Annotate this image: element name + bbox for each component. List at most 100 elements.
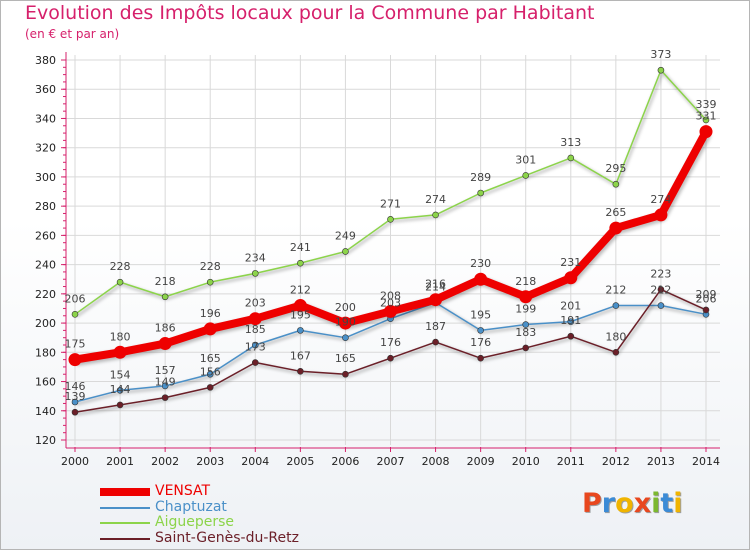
data-label-aigueperse: 206 [65,292,86,305]
point-vensat [609,221,623,235]
legend-item: VENSAT [100,483,360,499]
x-tick-label: 2008 [422,455,450,468]
point-saint-gen-s-du-retz [297,368,304,375]
point-vensat [519,290,533,304]
point-saint-gen-s-du-retz [251,359,259,366]
logo-letter: i [651,488,661,519]
data-label-chaptuzat: 201 [560,300,581,313]
data-label-vensat: 265 [605,206,626,219]
data-label-chaptuzat: 185 [245,323,266,336]
legend-item: Aigueperse [100,514,360,530]
point-aigueperse [612,180,620,188]
data-label-aigueperse: 289 [470,171,491,184]
y-tick-label: 120 [35,434,56,447]
x-tick-label: 2000 [61,455,89,468]
data-label-chaptuzat: 214 [425,281,446,294]
legend-label: Aigueperse [155,514,235,530]
point-saint-gen-s-du-retz [71,408,79,416]
legend-swatch [100,537,150,540]
axes: 120 140 160 180 200 220 240 260 280 300 320 340 360 3… [35,52,720,468]
point-saint-gen-s-du-retz [432,338,439,346]
data-label-saint-gen-s-du-retz: 191 [560,314,581,327]
point-chaptuzat [71,398,79,406]
y-tick-label: 240 [35,259,56,272]
logo-letter: o [615,488,634,519]
data-label-saint-gen-s-du-retz: 180 [605,330,626,343]
chart-subtitle: (en € et par an) [25,27,120,41]
x-tick-label: 2007 [377,455,405,468]
data-label-vensat: 186 [155,322,176,335]
data-label-saint-gen-s-du-retz: 187 [425,320,446,333]
x-tick-label: 2004 [241,455,269,468]
y-tick-label: 200 [35,317,56,330]
data-label-aigueperse: 249 [335,229,356,242]
data-labels: 206 228 218 228 234 241 249 271 274 289 301 313 295 3… [65,48,717,403]
point-vensat [338,316,352,330]
data-label-vensat: 230 [470,257,491,270]
point-vensat [113,345,127,359]
data-label-chaptuzat: 199 [515,303,536,316]
point-saint-gen-s-du-retz [657,286,665,293]
data-label-vensat: 218 [515,275,536,288]
point-aigueperse [297,259,304,267]
x-tick-label: 2003 [196,455,224,468]
point-saint-gen-s-du-retz [206,384,214,391]
data-label-chaptuzat: 146 [65,380,86,393]
data-label-chaptuzat: 195 [290,308,311,321]
legend-swatch [100,488,150,496]
data-label-aigueperse: 339 [696,98,717,111]
data-label-saint-gen-s-du-retz: 149 [155,376,176,389]
point-aigueperse [702,116,710,124]
data-label-saint-gen-s-du-retz: 156 [200,365,221,378]
data-label-vensat: 331 [696,110,717,123]
point-vensat [474,272,488,286]
point-aigueperse [342,248,349,255]
point-vensat [158,337,172,351]
y-tick-label: 340 [35,112,56,125]
chart-title: Evolution des Impôts locaux pour la Comm… [25,2,595,24]
data-label-aigueperse: 218 [155,275,176,288]
point-aigueperse [567,154,575,162]
x-tick-label: 2009 [467,455,495,468]
point-chaptuzat [477,327,484,334]
point-saint-gen-s-du-retz [342,370,349,378]
data-label-chaptuzat: 165 [200,352,221,365]
point-saint-gen-s-du-retz [612,349,620,356]
point-aigueperse [477,189,484,197]
data-label-vensat: 231 [560,256,581,269]
point-chaptuzat [522,321,530,328]
point-aigueperse [161,293,169,301]
point-vensat [429,293,443,307]
y-tick-label: 220 [35,288,56,301]
logo-letter: t [660,488,674,519]
x-tick-label: 2001 [106,455,134,468]
legend-swatch [100,522,150,524]
point-vensat [699,125,713,139]
data-label-saint-gen-s-du-retz: 176 [380,336,401,349]
legend-item: Saint-Genès-du-Retz [100,530,360,546]
data-label-saint-gen-s-du-retz: 165 [335,352,356,365]
data-label-chaptuzat: 190 [335,316,356,329]
logo-letter: r [601,488,616,519]
x-tick-label: 2002 [151,455,179,468]
x-tick-label: 2010 [512,455,540,468]
data-label-aigueperse: 301 [515,153,536,166]
y-tick-label: 260 [35,229,56,242]
data-label-aigueperse: 295 [605,162,626,175]
point-vensat [564,271,578,285]
data-label-saint-gen-s-du-retz: 176 [470,336,491,349]
y-tick-label: 320 [35,142,56,155]
point-saint-gen-s-du-retz [161,394,169,401]
y-tick-label: 140 [35,405,56,418]
point-aigueperse [251,270,259,277]
x-tick-label: 2013 [647,455,675,468]
data-label-chaptuzat: 212 [650,284,671,297]
data-label-saint-gen-s-du-retz: 183 [515,326,536,339]
legend-item: Chaptuzat [100,499,360,515]
data-label-chaptuzat: 154 [110,368,131,381]
point-chaptuzat [612,302,620,309]
y-tick-label: 180 [35,346,56,359]
point-saint-gen-s-du-retz [116,401,124,409]
logo-letter: P [582,488,602,519]
data-label-vensat: 196 [200,307,221,320]
